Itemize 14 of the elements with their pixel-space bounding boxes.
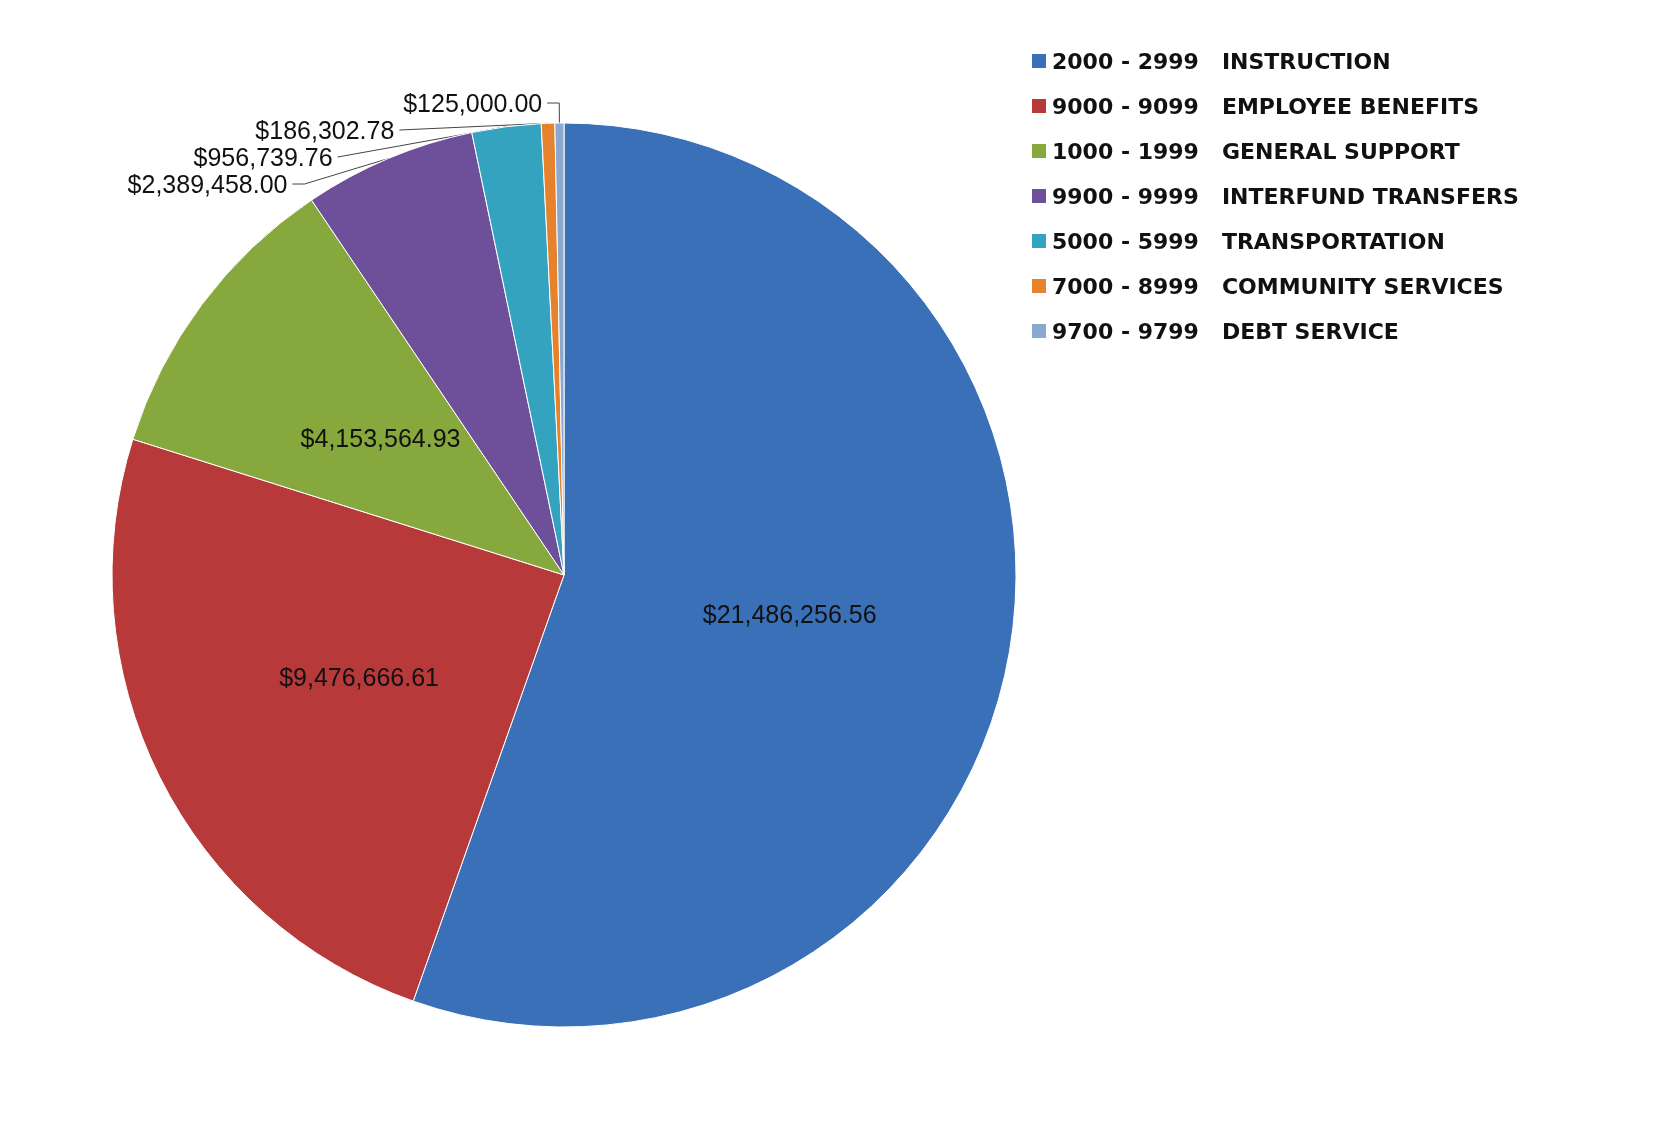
legend-label: 9700 - 9799 DEBT SERVICE <box>1052 318 1399 344</box>
data-label: $9,476,666.61 <box>279 663 440 692</box>
legend-label: 1000 - 1999 GENERAL SUPPORT <box>1052 138 1460 164</box>
data-label: $21,486,256.56 <box>702 599 877 628</box>
legend-label: 9000 - 9099 EMPLOYEE BENEFITS <box>1052 93 1480 119</box>
data-label: $4,153,564.93 <box>300 423 461 452</box>
data-label: $2,389,458.00 <box>127 170 288 199</box>
legend-label: 2000 - 2999 INSTRUCTION <box>1052 48 1391 74</box>
data-label: $186,302.78 <box>255 116 395 145</box>
data-label: $956,739.76 <box>193 143 333 172</box>
legend-label: 5000 - 5999 TRANSPORTATION <box>1052 228 1445 254</box>
legend-label: 7000 - 8999 COMMUNITY SERVICES <box>1052 273 1504 299</box>
legend-label: 9900 - 9999 INTERFUND TRANSFERS <box>1052 183 1519 209</box>
data-label: $125,000.00 <box>403 89 543 118</box>
